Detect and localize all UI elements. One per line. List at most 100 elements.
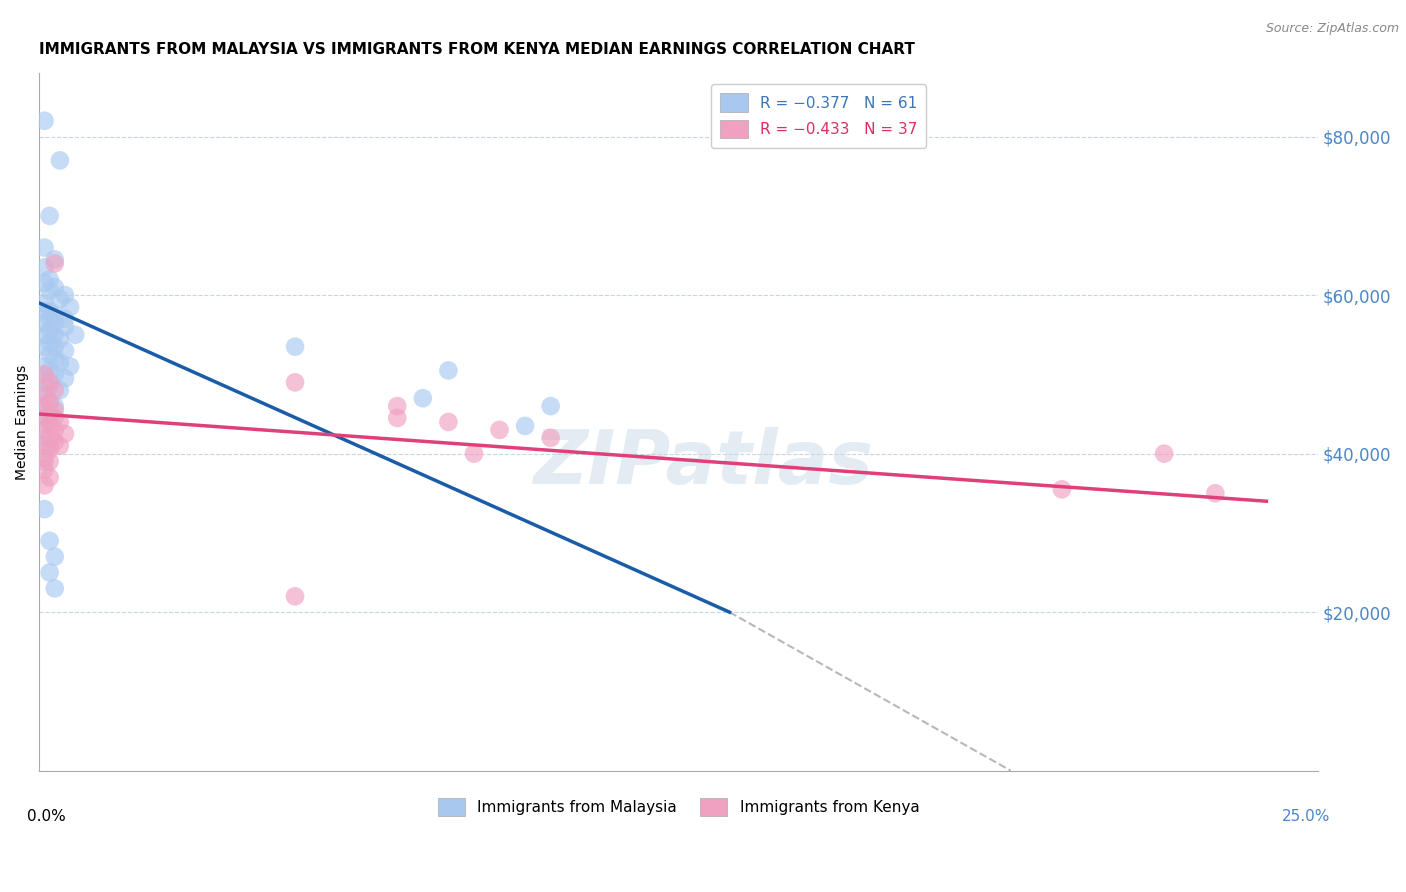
Point <box>38 376 60 390</box>
Point <box>44 327 66 342</box>
Point <box>53 312 76 326</box>
Point <box>34 327 56 342</box>
Point <box>44 383 66 397</box>
Point <box>34 304 56 318</box>
Point <box>44 340 66 354</box>
Point <box>44 423 66 437</box>
Point <box>34 399 56 413</box>
Point <box>49 383 72 397</box>
Point <box>44 351 66 366</box>
Point <box>38 415 60 429</box>
Point <box>49 292 72 306</box>
Point <box>38 272 60 286</box>
Point <box>38 324 60 338</box>
Point <box>44 434 66 449</box>
Point <box>34 376 56 390</box>
Point <box>34 260 56 275</box>
Point <box>53 319 76 334</box>
Point <box>34 113 56 128</box>
Point <box>34 439 56 453</box>
Legend: Immigrants from Malaysia, Immigrants from Kenya: Immigrants from Malaysia, Immigrants fro… <box>432 791 925 822</box>
Point <box>38 439 60 453</box>
Text: ZIPatlas: ZIPatlas <box>534 427 875 500</box>
Point <box>44 582 66 596</box>
Point <box>284 590 307 604</box>
Y-axis label: Median Earnings: Median Earnings <box>15 364 30 480</box>
Point <box>38 348 60 362</box>
Point <box>38 335 60 350</box>
Point <box>49 332 72 346</box>
Point <box>38 395 60 409</box>
Text: IMMIGRANTS FROM MALAYSIA VS IMMIGRANTS FROM KENYA MEDIAN EARNINGS CORRELATION CH: IMMIGRANTS FROM MALAYSIA VS IMMIGRANTS F… <box>39 42 915 57</box>
Point <box>44 411 66 425</box>
Point <box>38 209 60 223</box>
Point <box>38 284 60 298</box>
Text: Source: ZipAtlas.com: Source: ZipAtlas.com <box>1265 22 1399 36</box>
Point <box>44 316 66 330</box>
Point <box>412 391 434 405</box>
Point <box>34 411 56 425</box>
Point <box>38 431 60 445</box>
Point <box>38 418 60 433</box>
Point <box>34 431 56 445</box>
Point <box>437 415 460 429</box>
Point <box>34 450 56 465</box>
Point <box>44 549 66 564</box>
Point <box>44 399 66 413</box>
Point <box>1153 447 1175 461</box>
Point <box>38 566 60 580</box>
Point <box>540 399 562 413</box>
Point <box>44 252 66 267</box>
Point <box>49 355 72 369</box>
Point <box>38 407 60 421</box>
Point <box>38 454 60 468</box>
Point <box>49 439 72 453</box>
Point <box>38 304 60 318</box>
Point <box>540 431 562 445</box>
Point <box>1050 483 1073 497</box>
Point <box>34 387 56 401</box>
Text: 0.0%: 0.0% <box>27 809 66 824</box>
Point <box>49 415 72 429</box>
Point <box>38 379 60 393</box>
Point <box>34 241 56 255</box>
Point <box>34 407 56 421</box>
Point <box>38 442 60 457</box>
Point <box>38 312 60 326</box>
Point <box>34 391 56 405</box>
Point <box>38 470 60 484</box>
Point <box>488 423 510 437</box>
Point <box>34 359 56 374</box>
Point <box>63 327 86 342</box>
Point <box>387 399 409 413</box>
Point <box>34 423 56 437</box>
Point <box>53 288 76 302</box>
Point <box>34 502 56 516</box>
Point <box>34 316 56 330</box>
Point <box>437 363 460 377</box>
Point <box>34 454 56 468</box>
Point <box>44 403 66 417</box>
Point <box>284 376 307 390</box>
Point <box>44 368 66 382</box>
Point <box>1204 486 1226 500</box>
Point <box>44 256 66 270</box>
Point <box>53 426 76 441</box>
Point <box>34 340 56 354</box>
Point <box>53 343 76 358</box>
Point <box>34 296 56 310</box>
Point <box>284 340 307 354</box>
Point <box>513 418 536 433</box>
Point <box>34 478 56 492</box>
Point <box>38 533 60 548</box>
Point <box>53 371 76 385</box>
Point <box>49 153 72 168</box>
Point <box>38 363 60 377</box>
Text: 25.0%: 25.0% <box>1282 809 1330 824</box>
Point <box>34 368 56 382</box>
Point <box>44 280 66 294</box>
Point <box>59 359 82 374</box>
Point <box>44 308 66 322</box>
Point <box>463 447 485 461</box>
Point <box>59 300 82 314</box>
